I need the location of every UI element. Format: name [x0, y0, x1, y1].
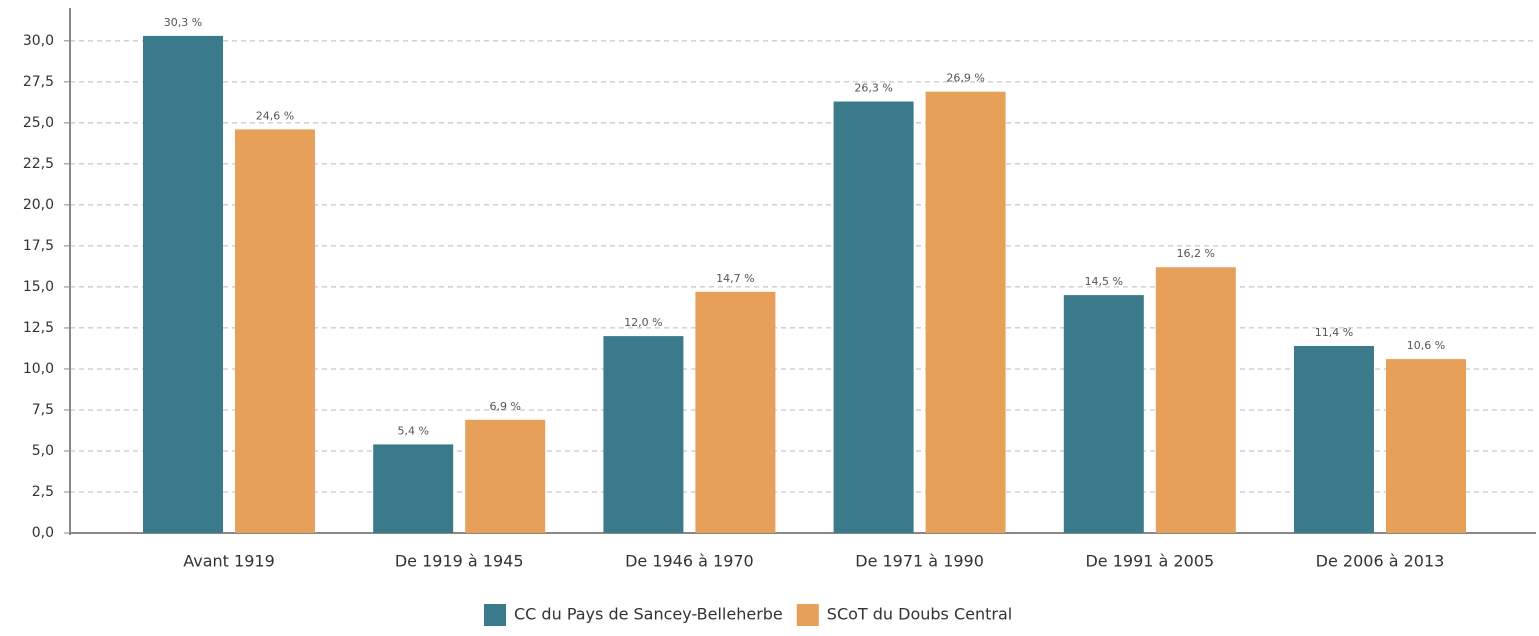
legend-swatch	[484, 604, 506, 626]
value-label: 5,4 %	[397, 424, 428, 437]
bar	[465, 419, 546, 533]
y-tick-label: 10,0	[23, 361, 54, 377]
value-label: 14,5 %	[1085, 275, 1123, 288]
y-tick-label: 20,0	[23, 197, 54, 213]
value-label: 24,6 %	[256, 109, 294, 122]
x-tick-label: De 2006 à 2013	[1316, 552, 1445, 571]
bar	[1294, 345, 1374, 533]
y-tick-label: 12,5	[23, 320, 54, 336]
y-tick-label: 22,5	[23, 156, 54, 172]
y-tick-label: 25,0	[23, 115, 54, 131]
x-tick-label: Avant 1919	[183, 552, 275, 571]
value-label: 26,3 %	[854, 82, 892, 95]
x-tick-label: De 1991 à 2005	[1085, 552, 1214, 571]
value-label: 12,0 %	[624, 316, 662, 329]
x-tick-label: De 1971 à 1990	[855, 552, 984, 571]
bar	[925, 91, 1006, 533]
value-label: 30,3 %	[164, 16, 202, 29]
bar	[143, 35, 223, 533]
bar	[603, 336, 684, 533]
y-tick-label: 5,0	[32, 443, 54, 459]
bar	[235, 129, 315, 533]
legend-label: CC du Pays de Sancey-Belleherbe	[514, 605, 783, 624]
value-label: 10,6 %	[1407, 339, 1445, 352]
bar	[695, 291, 776, 533]
y-tick-label: 30,0	[23, 33, 54, 49]
value-label: 16,2 %	[1177, 247, 1215, 260]
y-tick-label: 27,5	[23, 74, 54, 90]
legend-label: SCoT du Doubs Central	[827, 605, 1012, 624]
y-tick-label: 2,5	[32, 484, 54, 500]
x-tick-label: De 1919 à 1945	[395, 552, 524, 571]
value-label: 26,9 %	[946, 72, 984, 85]
y-tick-label: 7,5	[32, 402, 54, 418]
value-label: 6,9 %	[489, 400, 520, 413]
bar	[373, 444, 454, 533]
value-label: 11,4 %	[1315, 326, 1353, 339]
bar	[1063, 295, 1144, 533]
legend-swatch	[796, 604, 819, 626]
y-tick-label: 0,0	[32, 525, 54, 541]
value-label: 14,7 %	[716, 272, 754, 285]
y-tick-label: 15,0	[23, 279, 54, 295]
y-tick-label: 17,5	[23, 238, 54, 254]
bar	[1155, 267, 1236, 533]
x-tick-label: De 1946 à 1970	[625, 552, 754, 571]
bar	[833, 101, 914, 533]
bar	[1386, 359, 1466, 533]
